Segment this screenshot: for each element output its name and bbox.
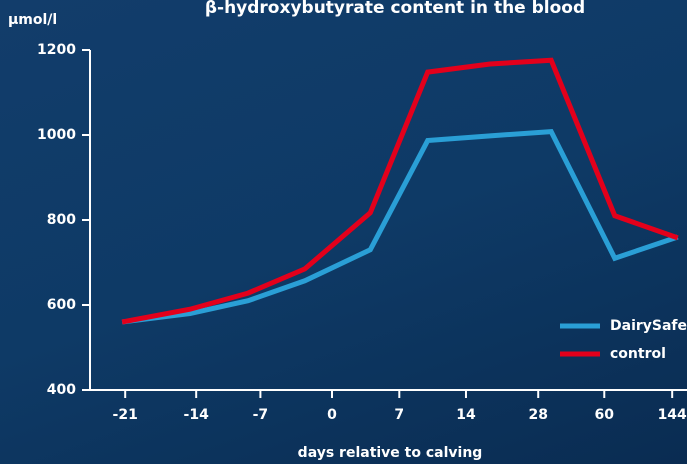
x-tick-label: -14 xyxy=(184,407,210,423)
x-tick-label: 7 xyxy=(394,407,404,423)
x-tick-label: 144 xyxy=(658,407,687,423)
x-tick-label: 28 xyxy=(528,407,547,423)
x-tick-label: -21 xyxy=(113,407,138,423)
x-tick-label: 14 xyxy=(456,407,476,423)
legend-label: DairySafe xyxy=(610,318,687,334)
y-tick-label: 800 xyxy=(47,212,76,228)
y-tick-label: 1000 xyxy=(37,127,76,143)
x-tick-label: -7 xyxy=(253,407,269,423)
y-tick-label: 1200 xyxy=(37,42,76,58)
y-axis-label: µmol/l xyxy=(8,12,57,28)
y-tick-label: 600 xyxy=(47,297,76,313)
x-axis-label: days relative to calving xyxy=(298,445,483,461)
series-line xyxy=(121,128,679,325)
x-tick-label: 60 xyxy=(595,407,615,423)
legend-label: control xyxy=(610,346,666,362)
series-line xyxy=(121,57,679,325)
x-tick-label: 0 xyxy=(327,407,337,423)
y-tick-label: 400 xyxy=(47,382,76,398)
chart-title: β-hydroxybutyrate content in the blood xyxy=(205,0,585,18)
